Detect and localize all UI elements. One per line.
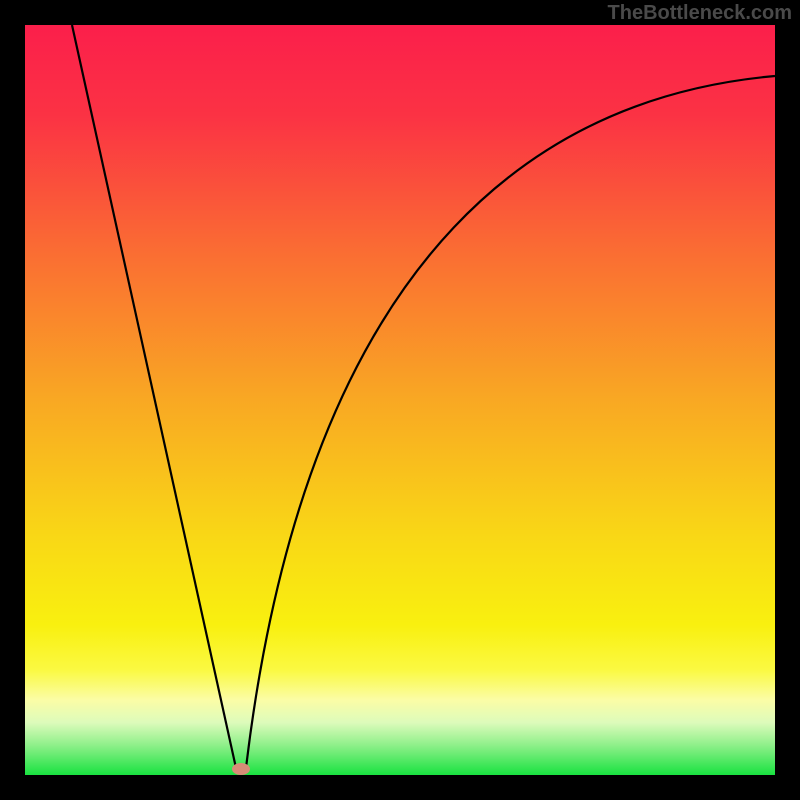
watermark-text: TheBottleneck.com xyxy=(608,2,792,25)
minimum-marker xyxy=(232,763,250,775)
plot-background xyxy=(25,25,775,775)
chart-container: { "meta": { "width": 800, "height": 800,… xyxy=(0,0,800,800)
bottleneck-chart xyxy=(0,0,800,800)
